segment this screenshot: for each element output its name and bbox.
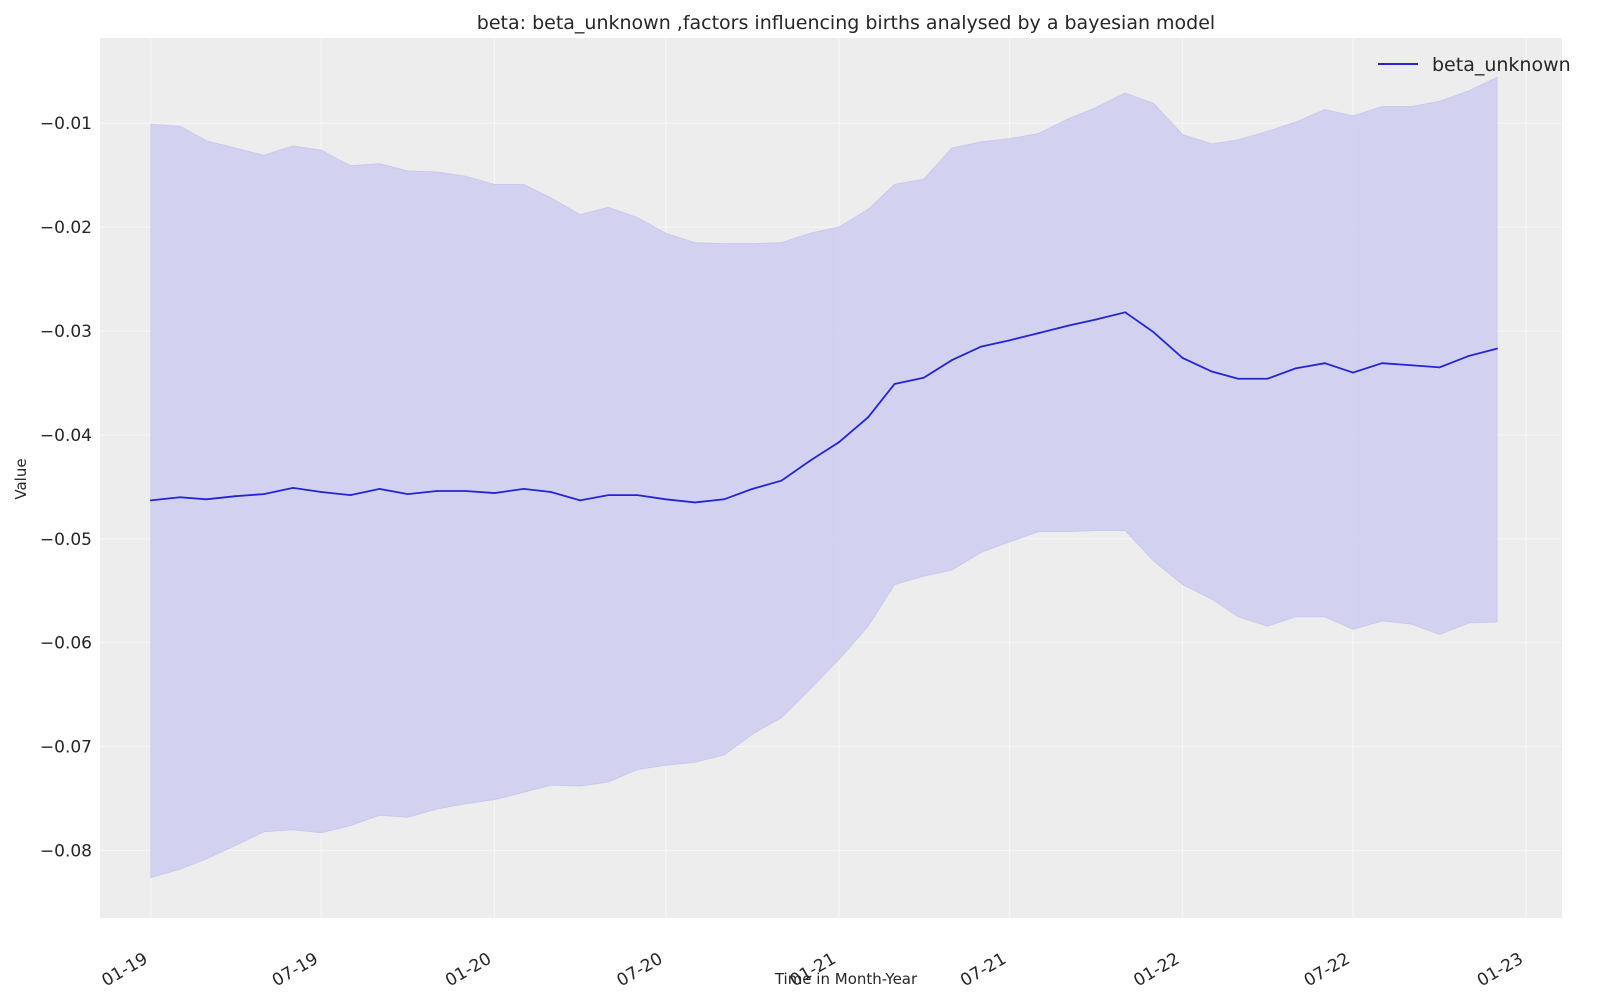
- data-point: [320, 491, 323, 493]
- data-point: [893, 383, 896, 385]
- legend: beta_unknown: [1378, 54, 1571, 76]
- data-point: [464, 490, 467, 492]
- data-point: [1381, 362, 1384, 365]
- data-point: [723, 498, 726, 501]
- data-point: [1066, 324, 1069, 327]
- legend-label: beta_unknown: [1432, 54, 1571, 76]
- data-point: [1152, 331, 1155, 333]
- data-point: [262, 493, 265, 496]
- data-point: [1124, 311, 1127, 314]
- data-point: [1294, 367, 1297, 370]
- data-point: [1496, 347, 1498, 350]
- data-point: [522, 488, 525, 490]
- data-point: [1210, 370, 1213, 373]
- data-point: [1266, 377, 1269, 380]
- data-point: [951, 359, 953, 361]
- data-point: [550, 491, 552, 493]
- x-tick-label: 01-22: [1130, 949, 1183, 991]
- data-point: [1438, 366, 1441, 369]
- data-point: [980, 345, 983, 348]
- x-tick-label: 07-21: [957, 949, 1010, 991]
- y-tick-label: −0.08: [40, 841, 92, 861]
- y-tick-label: −0.06: [40, 634, 92, 654]
- data-point: [636, 494, 639, 497]
- data-point: [867, 416, 870, 419]
- data-point: [349, 494, 352, 497]
- data-point: [205, 498, 208, 501]
- data-point: [579, 499, 582, 502]
- y-tick-label: −0.02: [40, 218, 92, 238]
- data-point: [664, 498, 667, 501]
- x-tick-label: 07-22: [1301, 949, 1354, 991]
- data-point: [838, 441, 840, 444]
- x-tick-label: 07-19: [269, 949, 322, 991]
- data-point: [922, 376, 925, 379]
- data-point: [1008, 339, 1011, 342]
- data-point: [234, 495, 237, 498]
- data-point: [436, 490, 438, 492]
- data-point: [292, 486, 294, 489]
- series-points: [149, 311, 1498, 504]
- data-point: [1352, 371, 1354, 374]
- y-tick-label: −0.01: [40, 114, 92, 134]
- data-point: [751, 488, 754, 490]
- data-point: [808, 459, 811, 462]
- data-point: [1323, 362, 1326, 365]
- data-point: [493, 492, 496, 494]
- data-point: [1410, 364, 1413, 367]
- data-point: [780, 479, 783, 482]
- data-point: [149, 499, 152, 502]
- data-point: [607, 494, 610, 497]
- x-tick-label: 01-20: [442, 949, 495, 991]
- data-point: [1237, 377, 1240, 380]
- data-point: [1037, 332, 1040, 334]
- series-line: [150, 311, 1498, 504]
- data-point: [1095, 318, 1097, 321]
- credible-interval-band: [150, 76, 1498, 879]
- data-point: [179, 496, 181, 499]
- x-axis-label: Time in Month-Year: [774, 970, 918, 988]
- y-tick-label: −0.05: [40, 530, 92, 550]
- y-axis-label: Value: [12, 458, 30, 499]
- data-point: [378, 488, 381, 490]
- data-point: [1467, 355, 1470, 357]
- data-point: [406, 493, 409, 496]
- y-tick-label: −0.07: [40, 738, 92, 758]
- y-tick-labels: −0.01 −0.02 −0.03 −0.04 −0.05 −0.06 −0.07 −0.08: [40, 114, 92, 861]
- chart-title: beta: beta_unknown ,factors influencing …: [477, 12, 1215, 34]
- x-tick-label: 01-23: [1474, 949, 1527, 991]
- x-tick-label: 07-20: [613, 949, 666, 991]
- data-point: [694, 501, 696, 504]
- data-point: [1181, 357, 1184, 359]
- y-tick-label: −0.03: [40, 322, 92, 342]
- y-tick-label: −0.04: [40, 426, 92, 446]
- x-tick-label: 01-19: [99, 949, 152, 991]
